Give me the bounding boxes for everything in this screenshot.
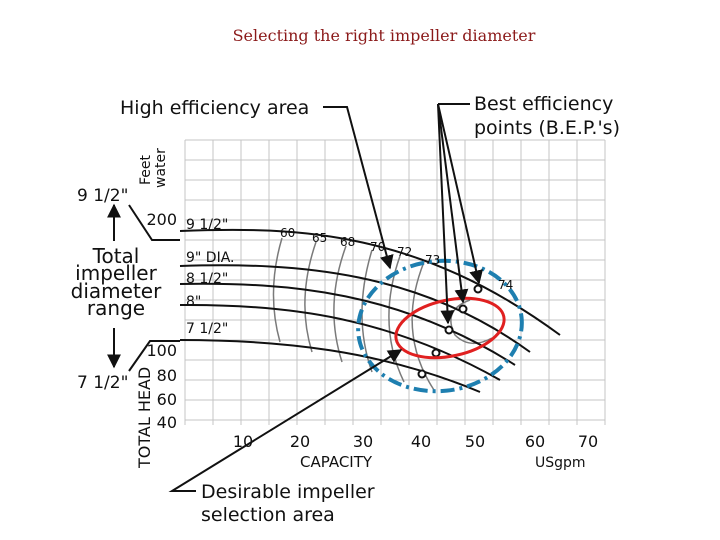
impeller-curves [179,228,561,393]
x-tick-40: 40 [411,432,431,451]
chart-grid [184,139,606,425]
bep-point [431,348,441,358]
x-axis-unit: USgpm [535,455,586,471]
eff-label-74: 74 [498,278,513,292]
range-bottom-bracket [128,340,180,372]
range-label-line2: impeller [75,261,157,285]
eff-label-68: 68 [340,235,355,249]
desirable-leader [168,349,403,492]
curve-8-1-2 [179,282,516,366]
x-tick-30: 30 [353,432,373,451]
bep-callout-line1: Best efficiency [474,93,613,115]
high-efficiency-leader [323,106,394,270]
eff-label-70: 70 [370,240,385,254]
bep-point [473,284,483,294]
slide-title: Selecting the right impeller diameter [232,26,536,45]
bep-arrow [437,103,455,325]
bep-point [444,325,454,335]
curve-8 [179,303,501,381]
high-efficiency-callout: High efficiency area [120,97,309,119]
curve-label-9-1-2: 9 1/2" [186,217,228,233]
eff-label-65: 65 [312,231,327,245]
desirable-callout-line1: Desirable impeller [201,481,375,503]
bep-arrow [437,103,484,285]
bep-point [417,369,427,379]
bep-arrow [437,103,469,304]
y-tick-80: 80 [157,366,177,385]
x-tick-20: 20 [290,432,310,451]
curve-label-9-dia: 9" DIA. [186,250,235,266]
x-tick-70: 70 [578,432,598,451]
range-label-line4: range [87,296,145,320]
y-axis-unit-line1: Feet [138,154,154,185]
eff-label-72: 72 [397,245,412,259]
range-label-line1: Total [92,244,140,268]
range-max-label: 9 1/2" [77,186,128,206]
range-label-line3: diameter [71,279,162,303]
eff-label-73: 73 [425,253,440,267]
curve-9-1-2 [179,228,561,336]
selection-area-ellipse [394,296,506,360]
range-top-bracket [128,204,180,241]
y-tick-60: 60 [157,390,177,409]
bep-point [458,304,468,314]
curve-label-8: 8" [186,294,201,310]
y-tick-40: 40 [157,413,177,432]
y-axis-unit-line2: water [153,148,169,188]
range-min-label: 7 1/2" [77,373,128,393]
x-tick-60: 60 [525,432,545,451]
curve-9-dia [179,264,531,353]
bep-points [417,284,483,379]
curve-label-8-1-2: 8 1/2" [186,271,228,287]
curve-label-7-1-2: 7 1/2" [186,321,228,337]
eff-label-60: 60 [280,226,295,240]
x-axis-title: CAPACITY [300,453,373,471]
high-efficiency-ellipse [356,258,524,394]
bep-callout-line2: points (B.E.P.'s) [474,117,620,139]
x-tick-50: 50 [465,432,485,451]
desirable-callout-line2: selection area [201,504,335,526]
y-tick-100: 100 [146,341,177,360]
x-tick-10: 10 [233,432,253,451]
y-tick-200: 200 [146,210,177,229]
y-axis-title: TOTAL HEAD [135,367,154,469]
curve-7-1-2 [179,339,481,393]
